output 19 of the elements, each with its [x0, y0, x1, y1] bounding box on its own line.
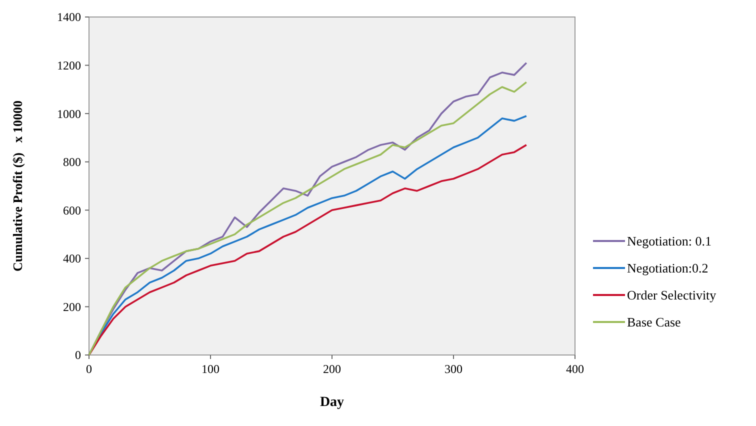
x-axis-title: Day [320, 395, 344, 410]
x-tick-label: 300 [444, 362, 462, 376]
y-tick-label: 400 [63, 252, 81, 266]
y-tick-label: 200 [63, 300, 81, 314]
y-tick-label: 1000 [57, 106, 81, 121]
y-axis-title: Cumulative Profit ($) x 10000 [10, 100, 25, 272]
legend-label: Base Case [627, 314, 682, 330]
y-tick-label: 600 [63, 203, 81, 218]
y-tick-label: 0 [75, 348, 81, 362]
legend-label: Order Selectivity [627, 288, 717, 303]
x-tick-label: 200 [323, 362, 341, 376]
y-tick-label: 1200 [57, 58, 81, 72]
x-tick-label: 100 [202, 362, 220, 376]
x-tick-label: 400 [566, 362, 584, 376]
y-tick-label: 800 [63, 155, 81, 170]
x-tick-label: 0 [86, 362, 92, 376]
legend-label: Negotiation: 0.1 [627, 234, 712, 249]
legend-label: Negotiation:0.2 [627, 260, 708, 276]
y-tick-label: 1400 [57, 10, 81, 24]
